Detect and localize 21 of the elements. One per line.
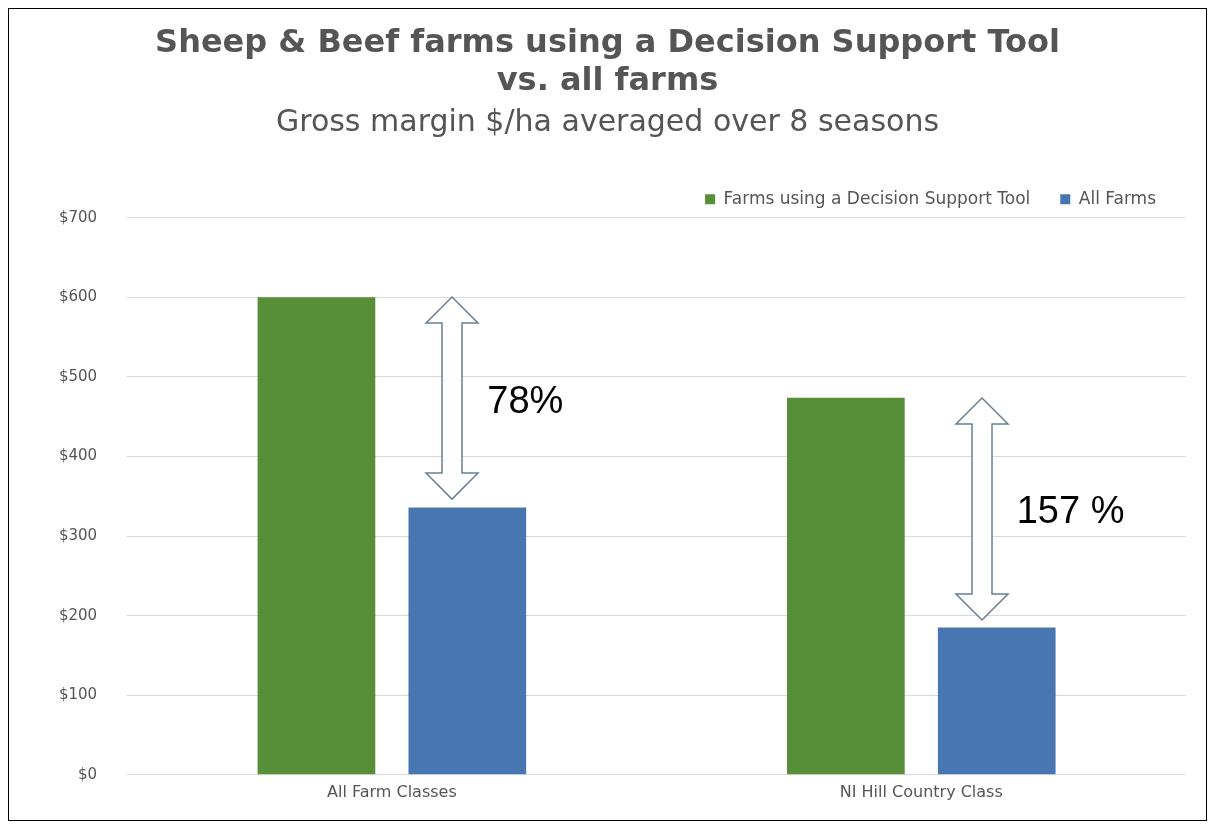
legend-label: All Farms [1078, 187, 1157, 208]
text: vs. all farms [496, 59, 719, 98]
y-tick-label: $0 [78, 764, 98, 783]
y-tick-label: $400 [58, 446, 98, 465]
y-tick-label: $200 [58, 605, 98, 624]
y-tick-label: $600 [58, 287, 98, 306]
y-tick-label: $300 [58, 525, 98, 544]
bar [787, 397, 905, 775]
bar [937, 627, 1056, 775]
legend-label: Farms using a Decision Support Tool [723, 187, 1031, 208]
x-tick-label: NI Hill Country Class [839, 781, 1003, 801]
text: Sheep & Beef farms using a Decision Support Tool [155, 21, 1060, 60]
annotation: 157 % [1016, 489, 1125, 532]
chart-subtitle: Gross margin $/ha averaged over 8 seasons [275, 102, 940, 138]
y-tick-label: $500 [58, 366, 98, 385]
bar [408, 507, 527, 775]
y-tick-label: $700 [58, 207, 98, 226]
x-tick-label: All Farm Classes [327, 781, 457, 801]
y-tick-label: $100 [58, 685, 98, 704]
bar [257, 297, 376, 775]
annotation: 78% [487, 378, 564, 421]
